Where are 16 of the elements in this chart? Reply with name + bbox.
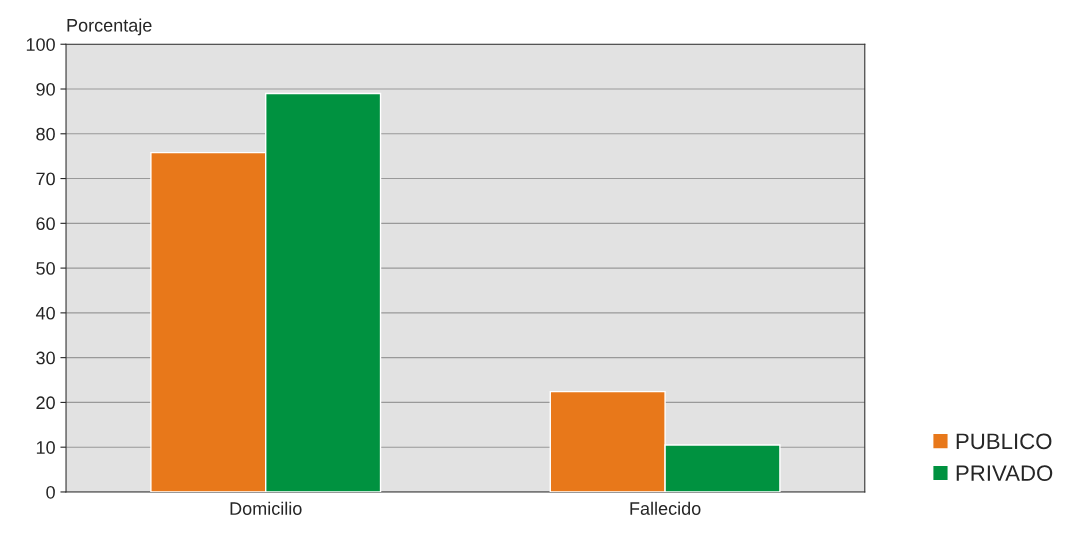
x-tick-label: Domicilio bbox=[230, 501, 302, 515]
y-tick-label: 60 bbox=[36, 217, 55, 231]
legend-label: PUBLICO bbox=[956, 433, 1052, 450]
y-tick-label: 100 bbox=[26, 38, 55, 51]
y-tick-label: 90 bbox=[36, 82, 55, 96]
y-tick-label: 30 bbox=[36, 351, 55, 365]
x-tick-label: Fallecido bbox=[630, 501, 701, 515]
legend-label: PRIVADO bbox=[956, 465, 1053, 481]
y-tick-label: 50 bbox=[36, 262, 55, 275]
y-tick-label: 20 bbox=[36, 396, 55, 410]
y-tick-label: 70 bbox=[36, 172, 55, 186]
y-axis-title: Porcentaje bbox=[67, 18, 152, 36]
y-tick-label: 80 bbox=[36, 127, 55, 141]
y-tick-label: 40 bbox=[35, 306, 55, 320]
y-tick-label: 10 bbox=[36, 441, 55, 454]
y-tick-label: 0 bbox=[46, 485, 55, 499]
